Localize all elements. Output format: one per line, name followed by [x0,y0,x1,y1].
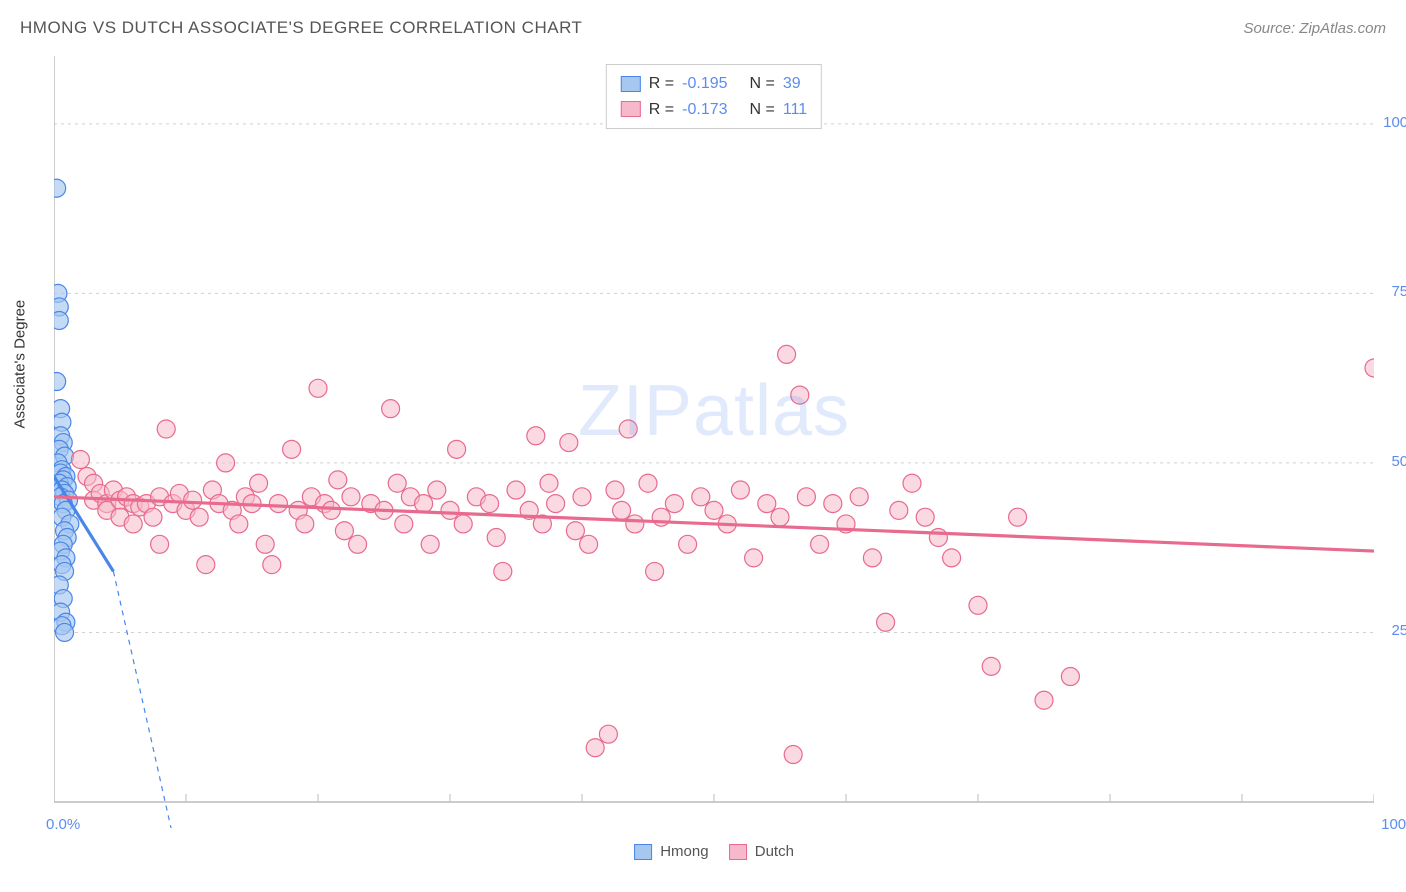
series-legend: Hmong Dutch [634,843,794,860]
legend-item: Dutch [729,843,794,860]
y-tick-label: 25.0% [1391,622,1406,639]
correlation-legend: R = -0.195 N = 39 R = -0.173 N = 111 [606,64,822,129]
scatter-plot [54,56,1374,828]
legend-row: R = -0.195 N = 39 [621,71,807,97]
legend-r-value: -0.195 [682,71,727,97]
chart-area: ZIPatlas R =-0.195N =39R =-0.173N =111 H… [54,56,1374,828]
chart-title: HMONG VS DUTCH ASSOCIATE'S DEGREE CORREL… [20,18,582,38]
y-tick-label: 75.0% [1391,283,1406,300]
legend-item: Hmong [634,843,709,860]
legend-r-value: -0.173 [682,97,727,123]
legend-r-label: R = [649,97,674,123]
y-axis-label: Associate's Degree [12,300,29,429]
chart-header: HMONG VS DUTCH ASSOCIATE'S DEGREE CORREL… [0,0,1406,50]
legend-n-label: N = [750,97,775,123]
y-tick-label: 50.0% [1391,453,1406,470]
y-tick-label: 100.0% [1383,114,1406,131]
x-tick-label-right: 100.0% [1381,816,1406,833]
legend-swatch [621,101,641,117]
legend-label: Dutch [755,843,794,860]
legend-swatch [634,844,652,860]
legend-n-value: 39 [783,71,801,97]
legend-row: R = -0.173 N = 111 [621,97,807,123]
x-tick-label-left: 0.0% [46,816,80,833]
legend-swatch [729,844,747,860]
legend-swatch [621,76,641,92]
legend-n-label: N = [750,71,775,97]
legend-r-label: R = [649,71,674,97]
legend-n-value: 111 [783,97,807,123]
source-attribution: Source: ZipAtlas.com [1243,20,1386,37]
legend-label: Hmong [660,843,708,860]
